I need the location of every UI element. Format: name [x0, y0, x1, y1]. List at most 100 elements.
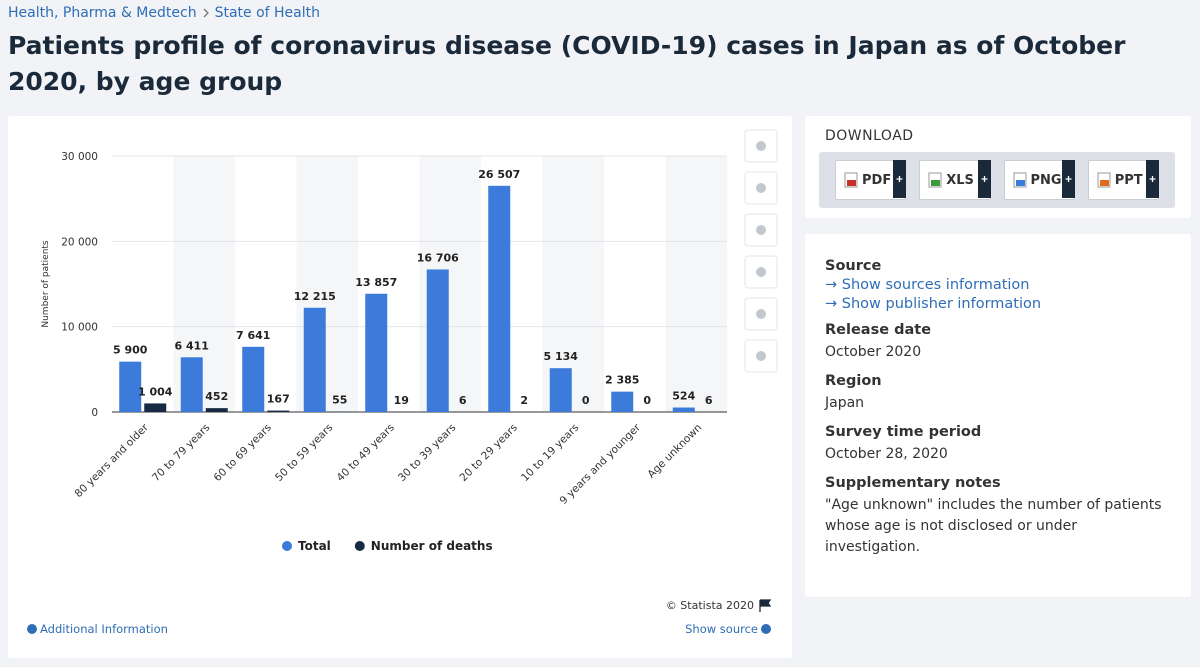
- page-title: Patients profile of coronavirus disease …: [8, 31, 1126, 96]
- x-tick-label: 30 to 39 years: [396, 422, 458, 484]
- tool-icon: [756, 351, 766, 361]
- breadcrumb: Health, Pharma & Medtech State of Health: [8, 5, 320, 21]
- format-label: PPT: [1114, 172, 1143, 188]
- credit: © Statista 2020: [666, 599, 754, 612]
- show-source-link[interactable]: Show source: [685, 622, 758, 636]
- chart-card: 0 10 000 20 000 30 000 Number of patients 80 …: [8, 116, 792, 658]
- plus-tab: [893, 160, 907, 198]
- legend-swatch: [282, 541, 292, 551]
- value-label: 26 507: [478, 168, 520, 181]
- info-heading: Supplementary notes: [825, 475, 1001, 491]
- value-label: 12 215: [294, 290, 336, 303]
- legend-label: Total: [298, 539, 331, 553]
- plus-tab: [1146, 160, 1159, 198]
- breadcrumb-link[interactable]: Health, Pharma & Medtech: [8, 5, 197, 21]
- bar: [365, 293, 388, 412]
- file-icon: [1097, 172, 1111, 188]
- info-heading: Survey time period: [825, 424, 982, 440]
- file-icon: [1013, 172, 1026, 188]
- y-tick-label: 20 000: [61, 236, 98, 248]
- download-button[interactable]: PPT: [1087, 160, 1159, 200]
- download-card: DOWNLOAD PDF XLS PNG PPT: [805, 116, 1191, 218]
- value-label: 0: [643, 394, 651, 407]
- file-icon: [844, 172, 858, 188]
- bar: [426, 269, 449, 412]
- info-text: October 2020: [825, 344, 922, 360]
- value-label: 167: [267, 393, 290, 406]
- value-label: 55: [332, 394, 347, 407]
- file-icon: [928, 172, 942, 188]
- value-label: 19: [394, 394, 409, 407]
- value-label: 524: [672, 390, 695, 403]
- value-label: 7 641: [236, 329, 270, 342]
- value-label: 5 134: [544, 350, 579, 363]
- value-label: 1 004: [138, 385, 173, 398]
- info-link[interactable]: → Show sources information: [825, 277, 1030, 293]
- additional-info-link[interactable]: Additional Information: [40, 622, 168, 636]
- value-label: 5 900: [113, 344, 148, 357]
- download-heading: DOWNLOAD: [825, 128, 914, 144]
- value-label: 2 385: [605, 374, 639, 387]
- download-button[interactable]: PDF: [835, 160, 907, 200]
- x-tick-label: Age unknown: [645, 422, 704, 481]
- y-axis-label: Number of patients: [41, 240, 51, 328]
- info-text: "Age unknown" includes the number of pat…: [825, 497, 1162, 555]
- y-tick-label: 30 000: [61, 151, 98, 163]
- x-tick-label: 80 years and older: [73, 421, 152, 500]
- file-badge: [1099, 180, 1109, 186]
- chevron: [203, 8, 209, 18]
- plus-icon: [896, 176, 903, 182]
- tool-icon: [756, 309, 766, 319]
- x-tick-label: 40 to 49 years: [335, 422, 397, 484]
- value-label: 0: [582, 394, 590, 407]
- bar: [267, 410, 290, 412]
- info-text: October 28, 2020: [825, 446, 948, 462]
- plus-tab: [977, 160, 991, 198]
- column-shade: [665, 156, 727, 412]
- info-icon: [761, 624, 771, 634]
- value-label: 452: [205, 390, 228, 403]
- value-label: 13 857: [355, 276, 397, 289]
- plus-tab: [1061, 160, 1075, 198]
- info-heading: Region: [825, 373, 882, 389]
- bar: [672, 407, 695, 412]
- plus-icon: [1065, 176, 1072, 182]
- info-link[interactable]: → Show publisher information: [825, 296, 1042, 312]
- y-tick-label: 10 000: [61, 322, 98, 334]
- bar: [549, 368, 572, 412]
- value-label: 16 706: [417, 251, 459, 264]
- format-label: PDF: [862, 172, 892, 188]
- file-badge: [847, 180, 856, 186]
- breadcrumb-link[interactable]: State of Health: [214, 5, 320, 21]
- tool-icon: [756, 183, 766, 193]
- tool-icon: [756, 267, 766, 277]
- download-button[interactable]: PNG: [1003, 160, 1075, 200]
- chart: 0 10 000 20 000 30 000 Number of patients 80 …: [27, 129, 778, 636]
- plus-icon: [1149, 176, 1156, 182]
- x-tick-label: 70 to 79 years: [150, 422, 212, 484]
- tool-icon: [756, 225, 766, 235]
- bar: [180, 357, 203, 412]
- bar: [488, 185, 511, 412]
- info-card: Source → Show sources information → Show p…: [805, 234, 1191, 597]
- format-label: PNG: [1030, 172, 1062, 188]
- tool-icon: [756, 141, 766, 151]
- bar: [119, 361, 142, 412]
- bar: [205, 408, 228, 412]
- bar: [303, 307, 326, 412]
- x-tick-label: 10 to 19 years: [519, 422, 581, 484]
- legend-label: Number of deaths: [371, 539, 493, 553]
- value-label: 6: [459, 394, 467, 407]
- download-buttons: PDF XLS PNG PPT: [819, 152, 1175, 208]
- format-label: XLS: [946, 172, 974, 188]
- info-heading: Source: [825, 258, 882, 274]
- file-badge: [931, 180, 941, 186]
- info-text: Japan: [825, 395, 865, 411]
- download-button[interactable]: XLS: [919, 160, 991, 200]
- x-tick-label: 50 to 59 years: [273, 422, 335, 484]
- bar: [611, 391, 634, 412]
- value-label: 6 411: [175, 339, 209, 352]
- info-icon: [27, 624, 37, 634]
- info-heading: Release date: [825, 322, 932, 338]
